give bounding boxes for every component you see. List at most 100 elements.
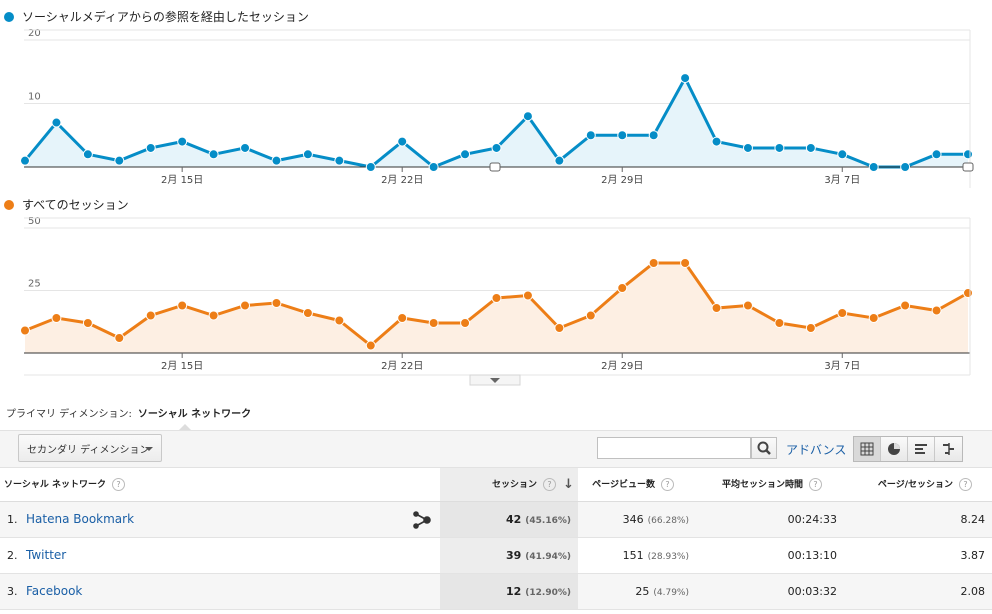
data-point[interactable] [491,293,502,303]
data-point[interactable] [711,136,722,147]
data-point[interactable] [82,318,93,328]
primary-dimension-value[interactable]: ソーシャル ネットワーク [137,409,252,420]
sessions-cell: 39 (41.94%) [440,537,578,574]
data-point[interactable] [837,149,848,160]
chart2-legend[interactable]: すべてのセッション [4,196,129,213]
data-point[interactable] [900,300,911,311]
data-point[interactable] [774,318,785,328]
data-point[interactable] [963,288,973,298]
data-point[interactable] [742,142,753,153]
data-point[interactable] [522,290,533,301]
data-point[interactable] [82,149,93,160]
data-point[interactable] [365,162,376,172]
header-sessions[interactable]: セッション? ↓ [440,468,578,502]
data-point[interactable] [931,305,942,316]
data-point[interactable] [302,308,313,318]
data-point[interactable] [617,130,628,141]
data-point[interactable] [585,130,596,141]
header-pageviews-label: ページビュー数 [592,480,655,491]
help-icon[interactable]: ? [543,478,556,492]
x-tick-label: 2月 15日 [161,174,203,186]
data-point[interactable] [522,111,533,122]
network-link[interactable]: Twitter [26,548,67,562]
data-point[interactable] [145,310,156,321]
data-point[interactable] [837,308,848,318]
data-point[interactable] [302,149,313,160]
data-point[interactable] [240,300,251,311]
secondary-dimension-dropdown[interactable]: セカンダリ ディメンション [18,434,162,462]
data-point[interactable] [585,310,596,321]
advanced-filter-link[interactable]: アドバンス [786,443,847,457]
pageviews-percent: (66.28%) [647,515,689,526]
search-button[interactable] [751,437,777,459]
annotation-icon[interactable] [962,162,974,172]
data-point[interactable] [208,310,219,321]
data-point[interactable] [868,162,879,172]
data-point[interactable] [208,149,219,160]
header-network[interactable]: ソーシャル ネットワーク? [0,468,440,502]
data-point[interactable] [428,162,439,172]
data-point[interactable] [334,155,345,166]
data-point[interactable] [51,313,62,323]
data-point[interactable] [240,142,251,153]
data-point[interactable] [554,155,565,166]
header-pageviews[interactable]: ページビュー数? [578,468,696,502]
data-point[interactable] [177,300,188,311]
data-point[interactable] [114,155,125,166]
data-point[interactable] [742,300,753,311]
comparison-view-button[interactable] [935,437,962,461]
data-point[interactable] [397,313,408,323]
data-point[interactable] [491,142,502,153]
row-index: 3. [0,573,26,610]
data-point[interactable] [51,117,62,128]
data-point[interactable] [365,340,376,351]
data-point[interactable] [20,155,30,166]
data-point[interactable] [114,333,125,343]
search-input[interactable] [597,437,751,459]
data-point[interactable] [617,283,628,293]
network-link[interactable]: Hatena Bookmark [26,512,135,526]
data-point[interactable] [868,313,879,323]
data-point[interactable] [271,155,282,166]
pageviews-value: 151 [622,548,644,562]
sort-down-icon[interactable]: ↓ [563,477,574,492]
data-point[interactable] [177,136,188,147]
data-point[interactable] [680,258,691,268]
header-avg-duration[interactable]: 平均セッション時間? [696,468,844,502]
data-point[interactable] [900,162,911,172]
sessions-value: 12 [505,584,522,598]
data-point[interactable] [460,149,471,160]
data-point[interactable] [931,149,942,160]
help-icon[interactable]: ? [661,478,674,492]
data-point[interactable] [397,136,408,147]
x-tick-label: 2月 29日 [601,360,643,372]
data-point[interactable] [711,303,722,313]
chart1-legend[interactable]: ソーシャルメディアからの参照を経由したセッション [4,8,309,25]
data-point[interactable] [145,142,156,153]
data-point[interactable] [20,325,30,336]
data-point[interactable] [648,258,659,268]
data-point[interactable] [271,298,282,308]
header-pages-per-session[interactable]: ページ/セッション? [844,468,992,502]
bar-view-button[interactable] [908,437,935,461]
data-point[interactable] [334,315,345,326]
table-view-button[interactable] [854,437,881,461]
sessions-value: 39 [505,548,522,562]
data-point[interactable] [460,318,471,328]
share-network-icon[interactable] [412,510,432,529]
help-icon[interactable]: ? [809,478,822,492]
help-icon[interactable]: ? [959,478,972,492]
help-icon[interactable]: ? [111,478,125,492]
data-point[interactable] [774,142,785,153]
pie-view-button[interactable] [881,437,908,461]
network-link[interactable]: Facebook [26,584,83,598]
data-point[interactable] [805,323,816,333]
data-point[interactable] [805,142,816,153]
data-point[interactable] [648,130,659,141]
data-point[interactable] [554,323,565,333]
data-point[interactable] [428,318,439,328]
data-point[interactable] [680,73,691,84]
chart1-legend-dot [4,11,14,22]
annotation-icon[interactable] [489,162,501,172]
data-point[interactable] [963,149,973,160]
